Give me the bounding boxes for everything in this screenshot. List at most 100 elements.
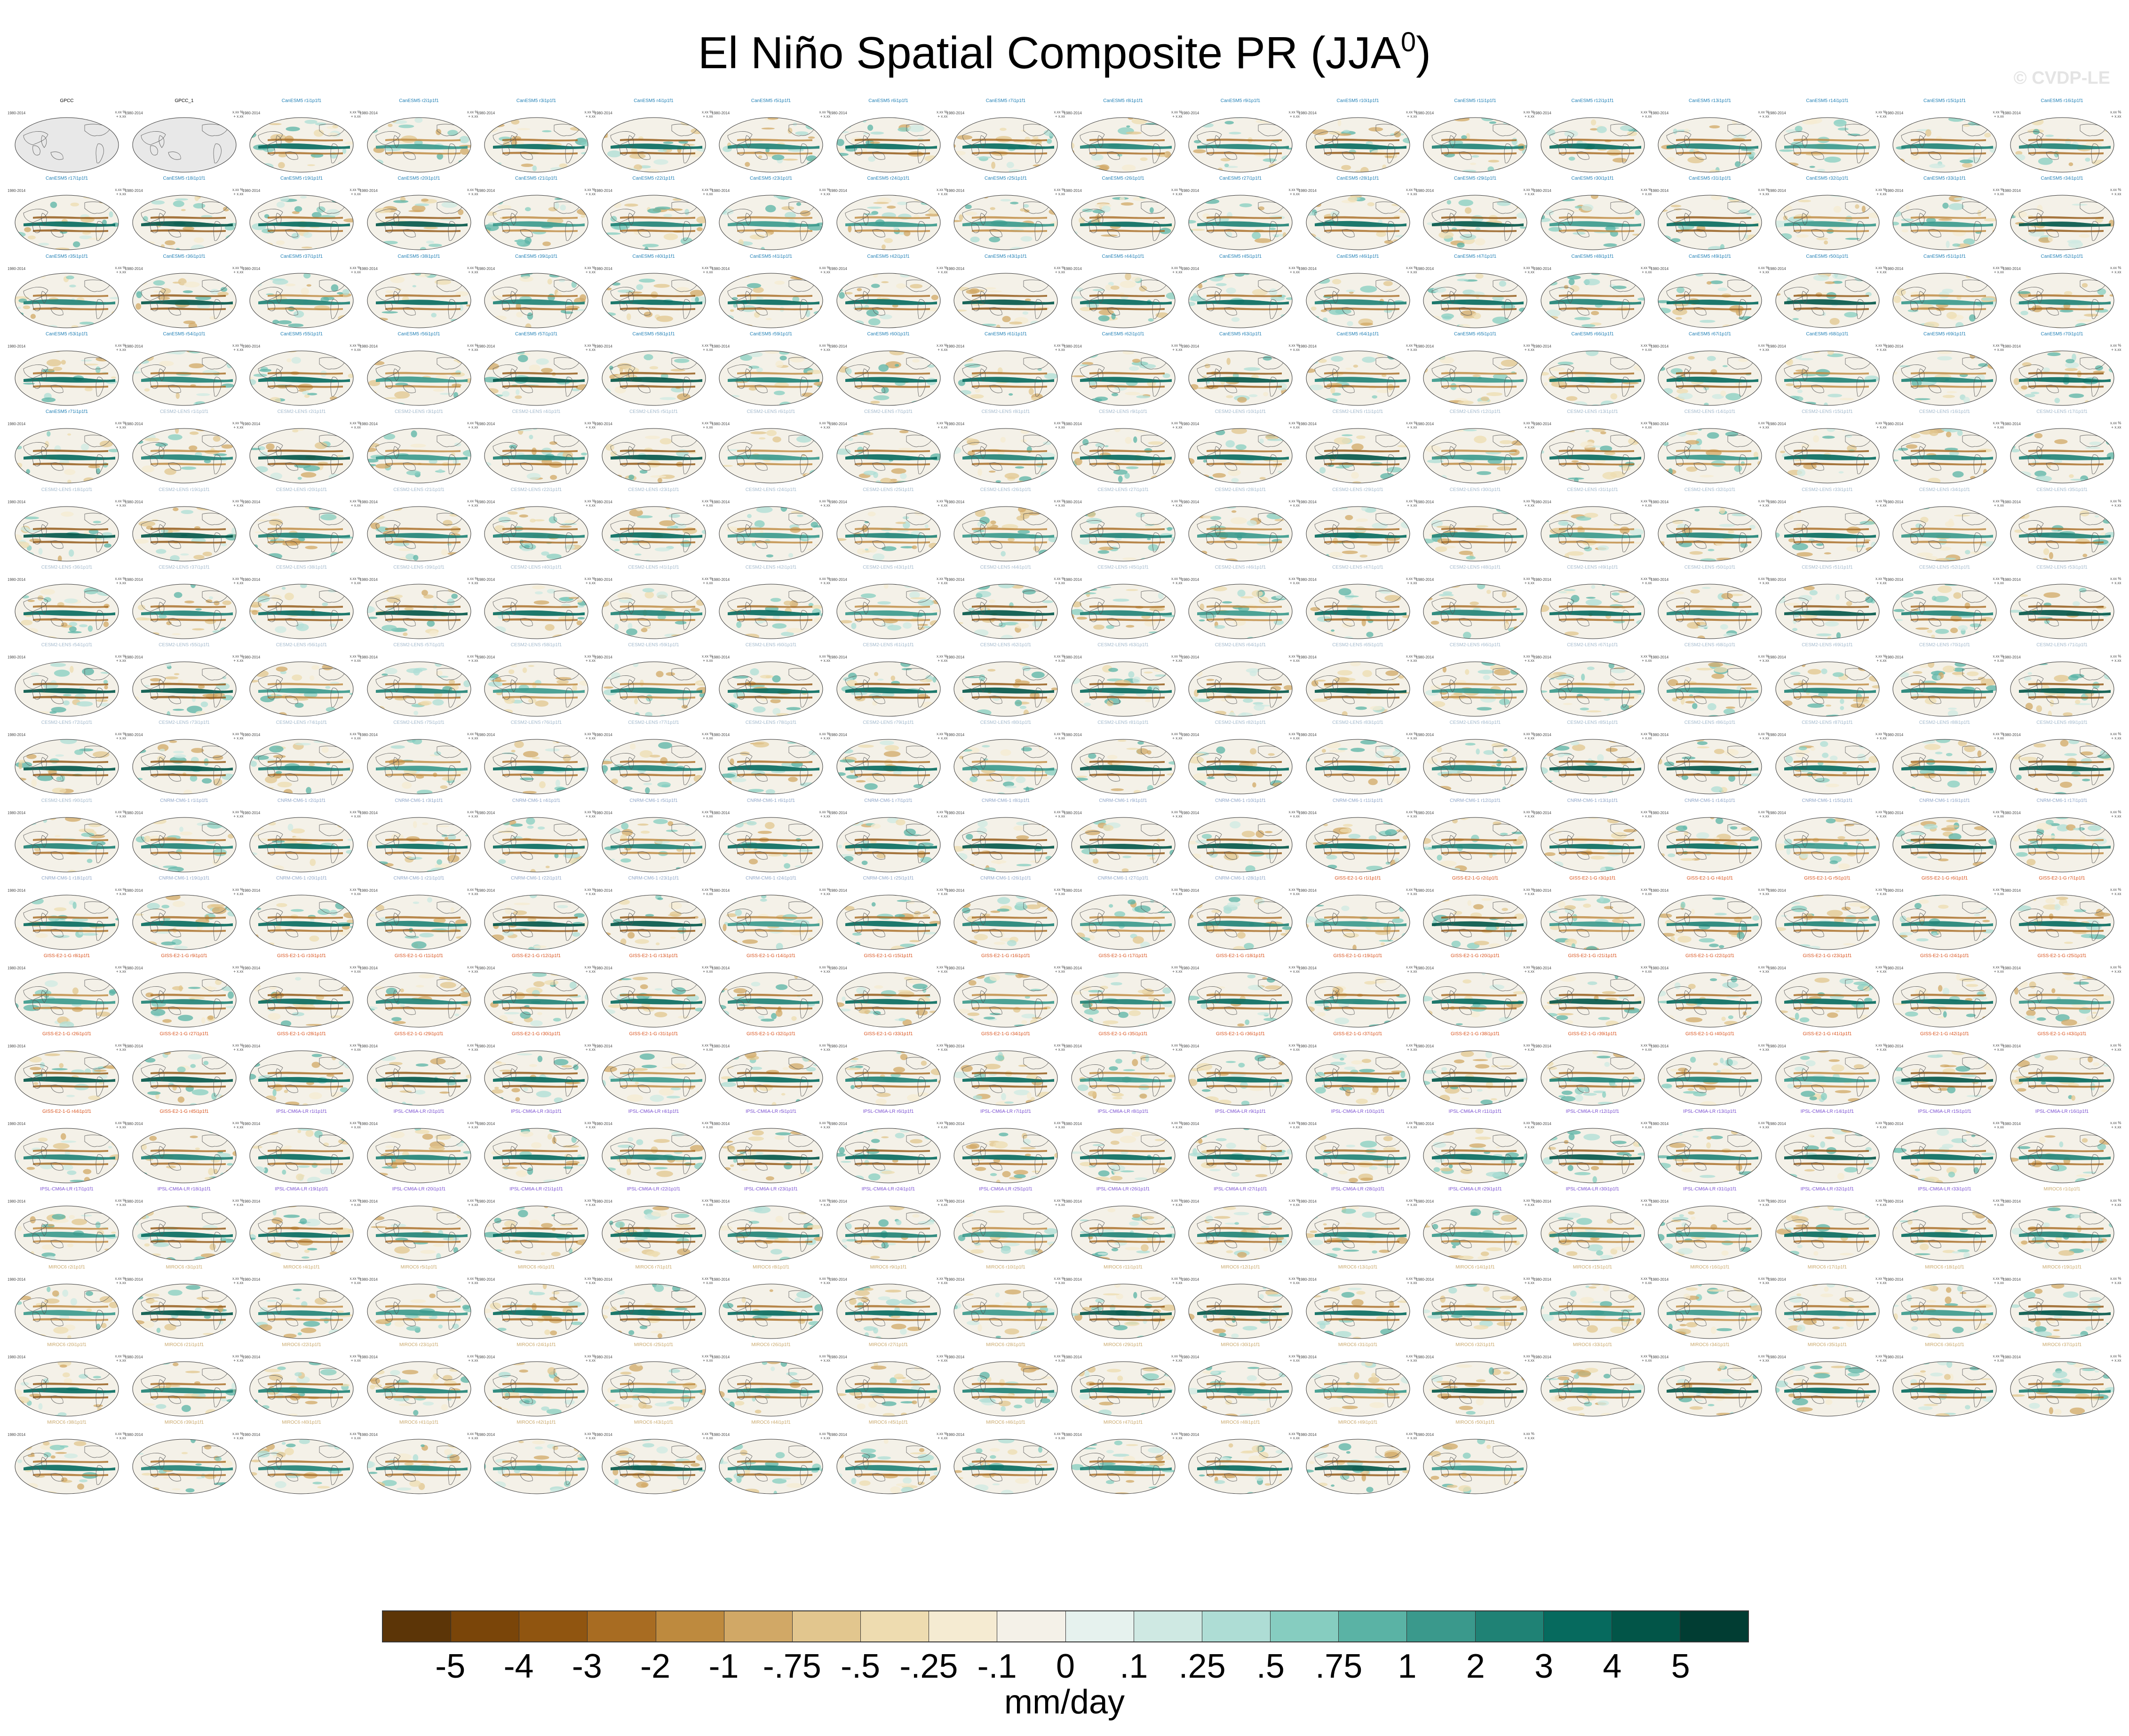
panel-title: CanESM5 r53i1p1f1 <box>45 331 88 337</box>
model-panel: CESM2-LENS r23i1p1f1 1980-2014 x.xx % + x.… <box>595 487 713 564</box>
panel-stats: x.xx % + x.xx <box>1523 576 1534 585</box>
model-panel: IPSL-CM6A-LR r26i1p1f1 1980-2014 x.xx % + … <box>1064 1186 1183 1264</box>
map-panel-svg <box>1306 1361 1410 1417</box>
panel-years: 1980-2014 <box>1416 1044 1434 1048</box>
panel-title: CanESM5 r57i1p1f1 <box>515 331 558 337</box>
panel-stats: x.xx % + x.xx <box>467 1043 478 1052</box>
panel-years: 1980-2014 <box>1181 111 1200 115</box>
panel-stats: x.xx % + x.xx <box>232 421 244 430</box>
model-panel: IPSL-CM6A-LR r2i1p1f1 1980-2014 x.xx % + x… <box>360 1109 478 1186</box>
panel-stats: x.xx % + x.xx <box>1875 1043 1887 1052</box>
panel-title: CNRM-CM6-1 r27i1p1f1 <box>1097 876 1149 881</box>
panel-stats: x.xx % + x.xx <box>1054 1120 1065 1129</box>
panel-stats: x.xx % + x.xx <box>1640 732 1652 741</box>
model-panel: CESM2-LENS r73i1p1f1 1980-2014 x.xx % + x.… <box>125 720 244 797</box>
panel-title: CESM2-LENS r22i1p1f1 <box>510 487 562 492</box>
model-panel: CNRM-CM6-1 r15i1p1f1 1980-2014 x.xx % + x.… <box>1768 798 1887 875</box>
map-panel-svg <box>1892 739 1997 794</box>
panel-years: 1980-2014 <box>477 1044 495 1048</box>
map-panel-svg <box>1423 895 1527 950</box>
map-panel-svg <box>1423 506 1527 561</box>
colorbar <box>382 1610 1749 1642</box>
panel-stats: x.xx % + x.xx <box>2110 965 2121 974</box>
panel-title: MIROC6 r27i1p1f1 <box>868 1342 908 1348</box>
map-panel-svg <box>836 817 940 872</box>
map-panel-svg <box>132 972 236 1028</box>
map-panel-svg <box>1188 117 1293 173</box>
panel-stats: x.xx % + x.xx <box>1758 343 1769 352</box>
model-panel: CESM2-LENS r86i1p1f1 1980-2014 x.xx % + x.… <box>1651 720 1769 797</box>
panel-years: 1980-2014 <box>946 733 965 737</box>
panel-years: 1980-2014 <box>477 422 495 427</box>
panel-title: CESM2-LENS r45i1p1f1 <box>1097 564 1149 570</box>
map-panel-svg <box>484 584 588 639</box>
panel-years: 1980-2014 <box>712 1044 730 1048</box>
panel-stats: x.xx % + x.xx <box>1288 343 1300 352</box>
colorbar-segment <box>1543 1611 1612 1641</box>
model-panel: CNRM-CM6-1 r1i1p1f1 1980-2014 x.xx % + x.x… <box>125 798 244 875</box>
panel-title: CanESM5 r14i1p1f1 <box>1806 98 1849 103</box>
model-panel: GISS-E2-1-G r35i1p1f1 1980-2014 x.xx % + x… <box>1064 1031 1183 1109</box>
model-panel: CESM2-LENS r39i1p1f1 1980-2014 x.xx % + x.… <box>360 564 478 642</box>
map-panel-svg <box>1541 1050 1644 1106</box>
panel-stats: x.xx % + x.xx <box>1523 421 1534 430</box>
panel-title: CESM2-LENS r20i1p1f1 <box>276 487 327 492</box>
panel-years: 1980-2014 <box>1768 888 1786 893</box>
map-panel-svg <box>15 661 119 717</box>
panel-title: CESM2-LENS r38i1p1f1 <box>276 564 327 570</box>
map-panel-svg <box>2010 1205 2114 1261</box>
panel-title: CNRM-CM6-1 r22i1p1f1 <box>511 876 562 881</box>
panel-stats: x.xx % + x.xx <box>701 110 713 119</box>
panel-title: GISS-E2-1-G r27i1p1f1 <box>159 1031 209 1037</box>
panel-stats: x.xx % + x.xx <box>1523 499 1534 507</box>
map-panel-svg <box>367 661 471 717</box>
colorbar-tick-label: 4 <box>1603 1648 1622 1685</box>
model-panel: GISS-E2-1-G r30i1p1f1 1980-2014 x.xx % + x… <box>477 1031 596 1109</box>
map-panel-svg <box>1188 661 1293 717</box>
panel-title: GISS-E2-1-G r33i1p1f1 <box>864 1031 913 1037</box>
map-panel-svg <box>1658 1361 1762 1417</box>
map-panel-svg <box>953 972 1058 1028</box>
model-panel: CESM2-LENS r51i1p1f1 1980-2014 x.xx % + x.… <box>1768 564 1887 642</box>
panel-stats: x.xx % + x.xx <box>232 654 244 663</box>
panel-years: 1980-2014 <box>1533 577 1551 582</box>
panel-stats: x.xx % + x.xx <box>1523 343 1534 352</box>
panel-title: CNRM-CM6-1 r7i1p1f1 <box>864 798 913 803</box>
panel-stats: x.xx % + x.xx <box>115 421 126 430</box>
panel-title: CESM2-LENS r55i1p1f1 <box>159 642 210 648</box>
panel-title: IPSL-CM6A-LR r14i1p1f1 <box>1800 1109 1854 1114</box>
panel-years: 1980-2014 <box>477 1121 495 1126</box>
panel-stats: x.xx % + x.xx <box>115 1198 126 1207</box>
panel-stats: x.xx % + x.xx <box>584 1276 596 1285</box>
panel-stats: x.xx % + x.xx <box>584 888 596 896</box>
map-panel-svg <box>1775 1284 1879 1339</box>
panel-title: MIROC6 r24i1p1f1 <box>516 1342 556 1348</box>
map-panel-svg <box>1188 350 1293 406</box>
model-panel: CESM2-LENS r2i1p1f1 1980-2014 x.xx % + x.x… <box>242 409 361 486</box>
model-panel: MIROC6 r6i1p1f1 1980-2014 x.xx % + x.xx <box>477 1264 596 1342</box>
panel-title: CanESM5 r65i1p1f1 <box>1454 331 1497 337</box>
panel-stats: x.xx % + x.xx <box>936 265 948 274</box>
panel-title: CESM2-LENS r5i1p1f1 <box>629 409 678 415</box>
map-panel-svg <box>367 1361 471 1417</box>
panel-years: 1980-2014 <box>1181 888 1200 893</box>
map-panel-svg <box>15 972 119 1028</box>
panel-years: 1980-2014 <box>1651 111 1669 115</box>
panel-stats: x.xx % + x.xx <box>115 576 126 585</box>
model-panel: GISS-E2-1-G r28i1p1f1 1980-2014 x.xx % + x… <box>242 1031 361 1109</box>
model-panel: CESM2-LENS r31i1p1f1 1980-2014 x.xx % + x.… <box>1533 487 1652 564</box>
panel-stats: x.xx % + x.xx <box>701 1432 713 1441</box>
panel-stats: x.xx % + x.xx <box>1406 1276 1417 1285</box>
panel-title: CESM2-LENS r54i1p1f1 <box>41 642 93 648</box>
panel-years: 1980-2014 <box>2002 655 2021 660</box>
colorbar-tick-label: -3 <box>572 1648 602 1685</box>
map-panel-svg <box>15 1439 119 1494</box>
model-panel: CanESM5 r47i1p1f1 1980-2014 x.xx % + x.xx <box>1416 254 1534 331</box>
map-panel-svg <box>719 506 823 561</box>
panel-stats: x.xx % + x.xx <box>1993 965 2004 974</box>
panel-stats: x.xx % + x.xx <box>1993 110 2004 119</box>
panel-title: GISS-E2-1-G r4i1p1f1 <box>1686 876 1733 881</box>
panel-years: 1980-2014 <box>1533 499 1551 504</box>
model-panel: CanESM5 r67i1p1f1 1980-2014 x.xx % + x.xx <box>1651 331 1769 409</box>
model-panel: IPSL-CM6A-LR r8i1p1f1 1980-2014 x.xx % + x… <box>1064 1109 1183 1186</box>
